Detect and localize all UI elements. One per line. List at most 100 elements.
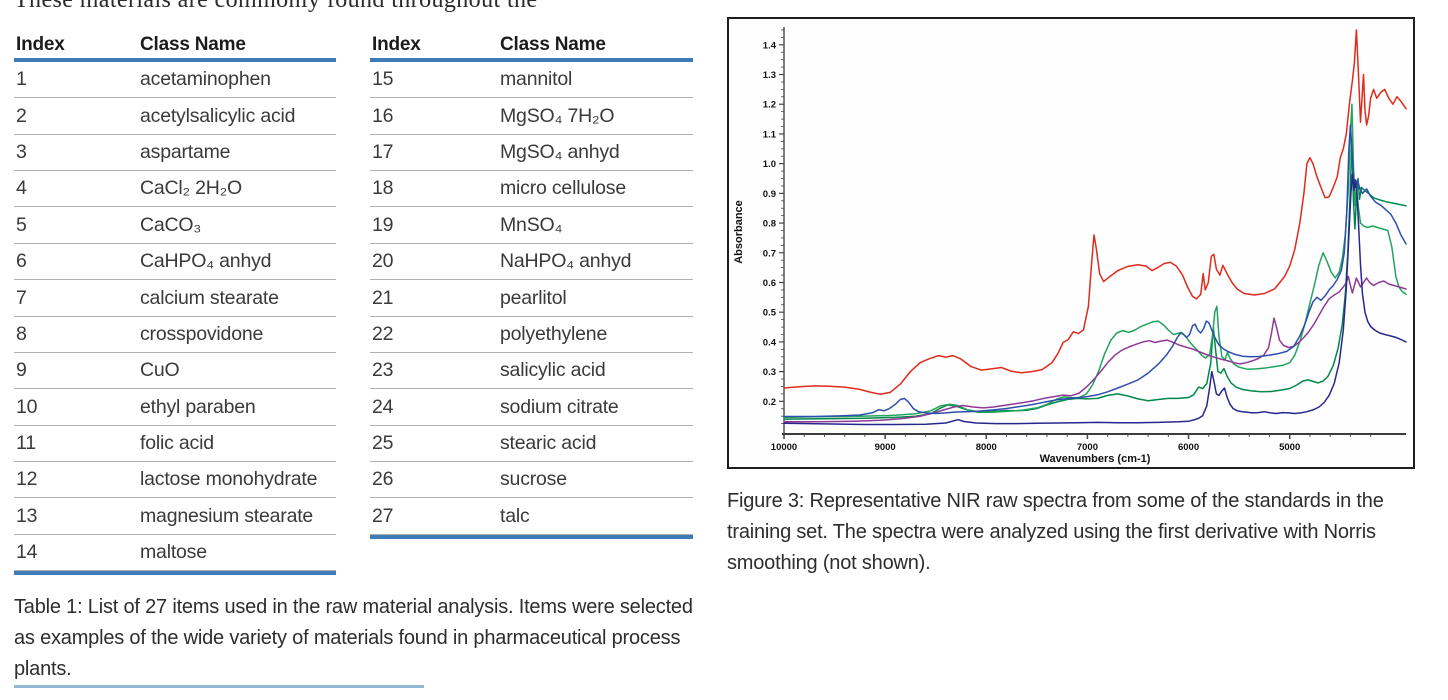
table-row: 21 pearlitol xyxy=(370,280,693,317)
table-accent-rule xyxy=(370,58,693,62)
chart-axes: 0.2 0.3 0.4 0.5 0.6 0.7 0.8 0.9 1.0 1.1 1.2 1.3 1.4 1… xyxy=(763,27,1406,453)
index-cell: 3 xyxy=(16,141,27,164)
table-row: 7 calcium stearate xyxy=(14,280,336,317)
table-row: 20 NaHPO₄ anhyd xyxy=(370,244,693,281)
y-tick-label: 0.9 xyxy=(763,189,776,200)
column-header: Index xyxy=(16,34,65,55)
index-cell: 6 xyxy=(16,250,27,273)
table-row: 9 CuO xyxy=(14,353,336,390)
index-cell: 19 xyxy=(372,213,394,236)
class-name-cell: talc xyxy=(500,504,530,527)
spectrum-green-line xyxy=(783,103,1407,419)
table-row: 14 maltose xyxy=(14,535,336,572)
table-row: 10 ethyl paraben xyxy=(14,389,336,426)
table-row: 16 MgSO₄ 7H₂O xyxy=(370,98,693,135)
table-row: 22 polyethylene xyxy=(370,317,693,353)
table-caption: Table 1: List of 27 items used in the ra… xyxy=(14,596,693,680)
class-name-cell: salicylic acid xyxy=(500,359,606,382)
spectrum-navy-line xyxy=(783,173,1407,426)
index-cell: 4 xyxy=(16,177,27,200)
index-cell: 18 xyxy=(372,177,394,200)
class-name-cell: maltose xyxy=(140,541,207,564)
x-tick-label: 9000 xyxy=(875,442,896,453)
table-row: 12 lactose monohydrate xyxy=(14,462,336,499)
class-name-cell: folic acid xyxy=(140,431,214,454)
x-tick-label: 8000 xyxy=(976,442,997,453)
table-row: 13 magnesium stearate xyxy=(14,498,336,535)
table-row: 15 mannitol xyxy=(370,62,693,99)
index-cell: 17 xyxy=(372,141,394,164)
index-cell: 8 xyxy=(16,322,27,345)
class-name-cell: CaCl₂ 2H₂O xyxy=(140,177,242,200)
x-axis-title: Wavenumbers (cm-1) xyxy=(1040,453,1151,465)
table-row: 23 salicylic acid xyxy=(370,353,693,390)
spectrum-dark-green-line xyxy=(783,139,1407,420)
index-cell: 14 xyxy=(16,541,38,564)
spectrum-red-line xyxy=(783,29,1407,395)
y-tick-label: 0.2 xyxy=(763,397,776,408)
table-row: 1 acetaminophen xyxy=(14,62,336,99)
class-name-cell: polyethylene xyxy=(500,322,608,345)
index-cell: 11 xyxy=(16,431,36,454)
index-cell: 22 xyxy=(372,322,394,345)
class-name-cell: sucrose xyxy=(500,468,567,491)
table-row: 27 talc xyxy=(370,498,693,535)
table-row: 4 CaCl₂ 2H₂O xyxy=(14,171,336,208)
bottom-blue-rule xyxy=(14,685,424,688)
column-header: Index xyxy=(372,34,421,55)
y-tick-label: 0.3 xyxy=(763,367,776,378)
column-header: Class Name xyxy=(500,34,606,55)
y-tick-label: 1.1 xyxy=(763,129,777,140)
table-row: 17 MgSO₄ anhyd xyxy=(370,135,693,172)
class-name-cell: NaHPO₄ anhyd xyxy=(500,250,632,273)
index-cell: 21 xyxy=(372,286,394,309)
class-name-cell: MgSO₄ 7H₂O xyxy=(500,104,615,127)
index-cell: 5 xyxy=(16,213,27,236)
materials-table-left: Index Class Name 1 acetaminophen 2 acetylsali… xyxy=(14,30,336,576)
class-name-cell: aspartame xyxy=(140,141,231,164)
index-cell: 2 xyxy=(16,104,27,127)
index-cell: 1 xyxy=(16,68,27,91)
y-tick-label: 1.3 xyxy=(763,70,776,81)
index-cell: 10 xyxy=(16,395,38,418)
table-row: 19 MnSO₄ xyxy=(370,207,693,244)
index-cell: 25 xyxy=(372,431,394,454)
index-cell: 20 xyxy=(372,250,394,273)
table-header-row: Index Class Name xyxy=(370,30,693,58)
class-name-cell: CaCO₃ xyxy=(140,213,202,236)
table-row: 11 folic acid xyxy=(14,426,336,462)
y-tick-label: 1.4 xyxy=(763,40,777,51)
column-header: Class Name xyxy=(140,34,246,55)
class-name-cell: mannitol xyxy=(500,68,573,91)
x-tick-label: 10000 xyxy=(771,442,797,453)
class-name-cell: MnSO₄ xyxy=(500,213,563,236)
spectrum-purple-line xyxy=(783,275,1407,423)
index-cell: 23 xyxy=(372,359,394,382)
figure-caption: Figure 3: Representative NIR raw spectra… xyxy=(727,490,1384,574)
x-tick-label: 6000 xyxy=(1178,442,1199,453)
index-cell: 16 xyxy=(372,104,394,127)
class-name-cell: ethyl paraben xyxy=(140,395,256,418)
table-row: 26 sucrose xyxy=(370,462,693,499)
nir-spectra-chart: 0.2 0.3 0.4 0.5 0.6 0.7 0.8 0.9 1.0 1.1 1.2 1.3 1.4 1… xyxy=(733,27,1407,465)
class-name-cell: pearlitol xyxy=(500,286,567,309)
figure-box: 0.2 0.3 0.4 0.5 0.6 0.7 0.8 0.9 1.0 1.1 1.2 1.3 1.4 1… xyxy=(727,17,1415,469)
class-name-cell: sodium citrate xyxy=(500,395,619,418)
index-cell: 24 xyxy=(372,395,394,418)
class-name-cell: MgSO₄ anhyd xyxy=(500,141,620,164)
table-header-row: Index Class Name xyxy=(14,30,336,58)
class-name-cell: stearic acid xyxy=(500,431,597,454)
materials-table-right: Index Class Name 15 mannitol 16 MgSO₄ 7H₂O 17 M… xyxy=(370,30,693,539)
index-cell: 27 xyxy=(372,504,394,527)
class-name-cell: micro cellulose xyxy=(500,177,626,200)
index-cell: 9 xyxy=(16,359,27,382)
y-tick-label: 0.4 xyxy=(763,337,777,348)
class-name-cell: calcium stearate xyxy=(140,286,279,309)
y-tick-label: 0.8 xyxy=(763,219,776,230)
table-accent-rule xyxy=(370,534,693,539)
index-cell: 13 xyxy=(16,504,38,527)
table-row: 2 acetylsalicylic acid xyxy=(14,98,336,135)
y-tick-label: 1.2 xyxy=(763,100,776,111)
class-name-cell: lactose monohydrate xyxy=(140,468,318,491)
